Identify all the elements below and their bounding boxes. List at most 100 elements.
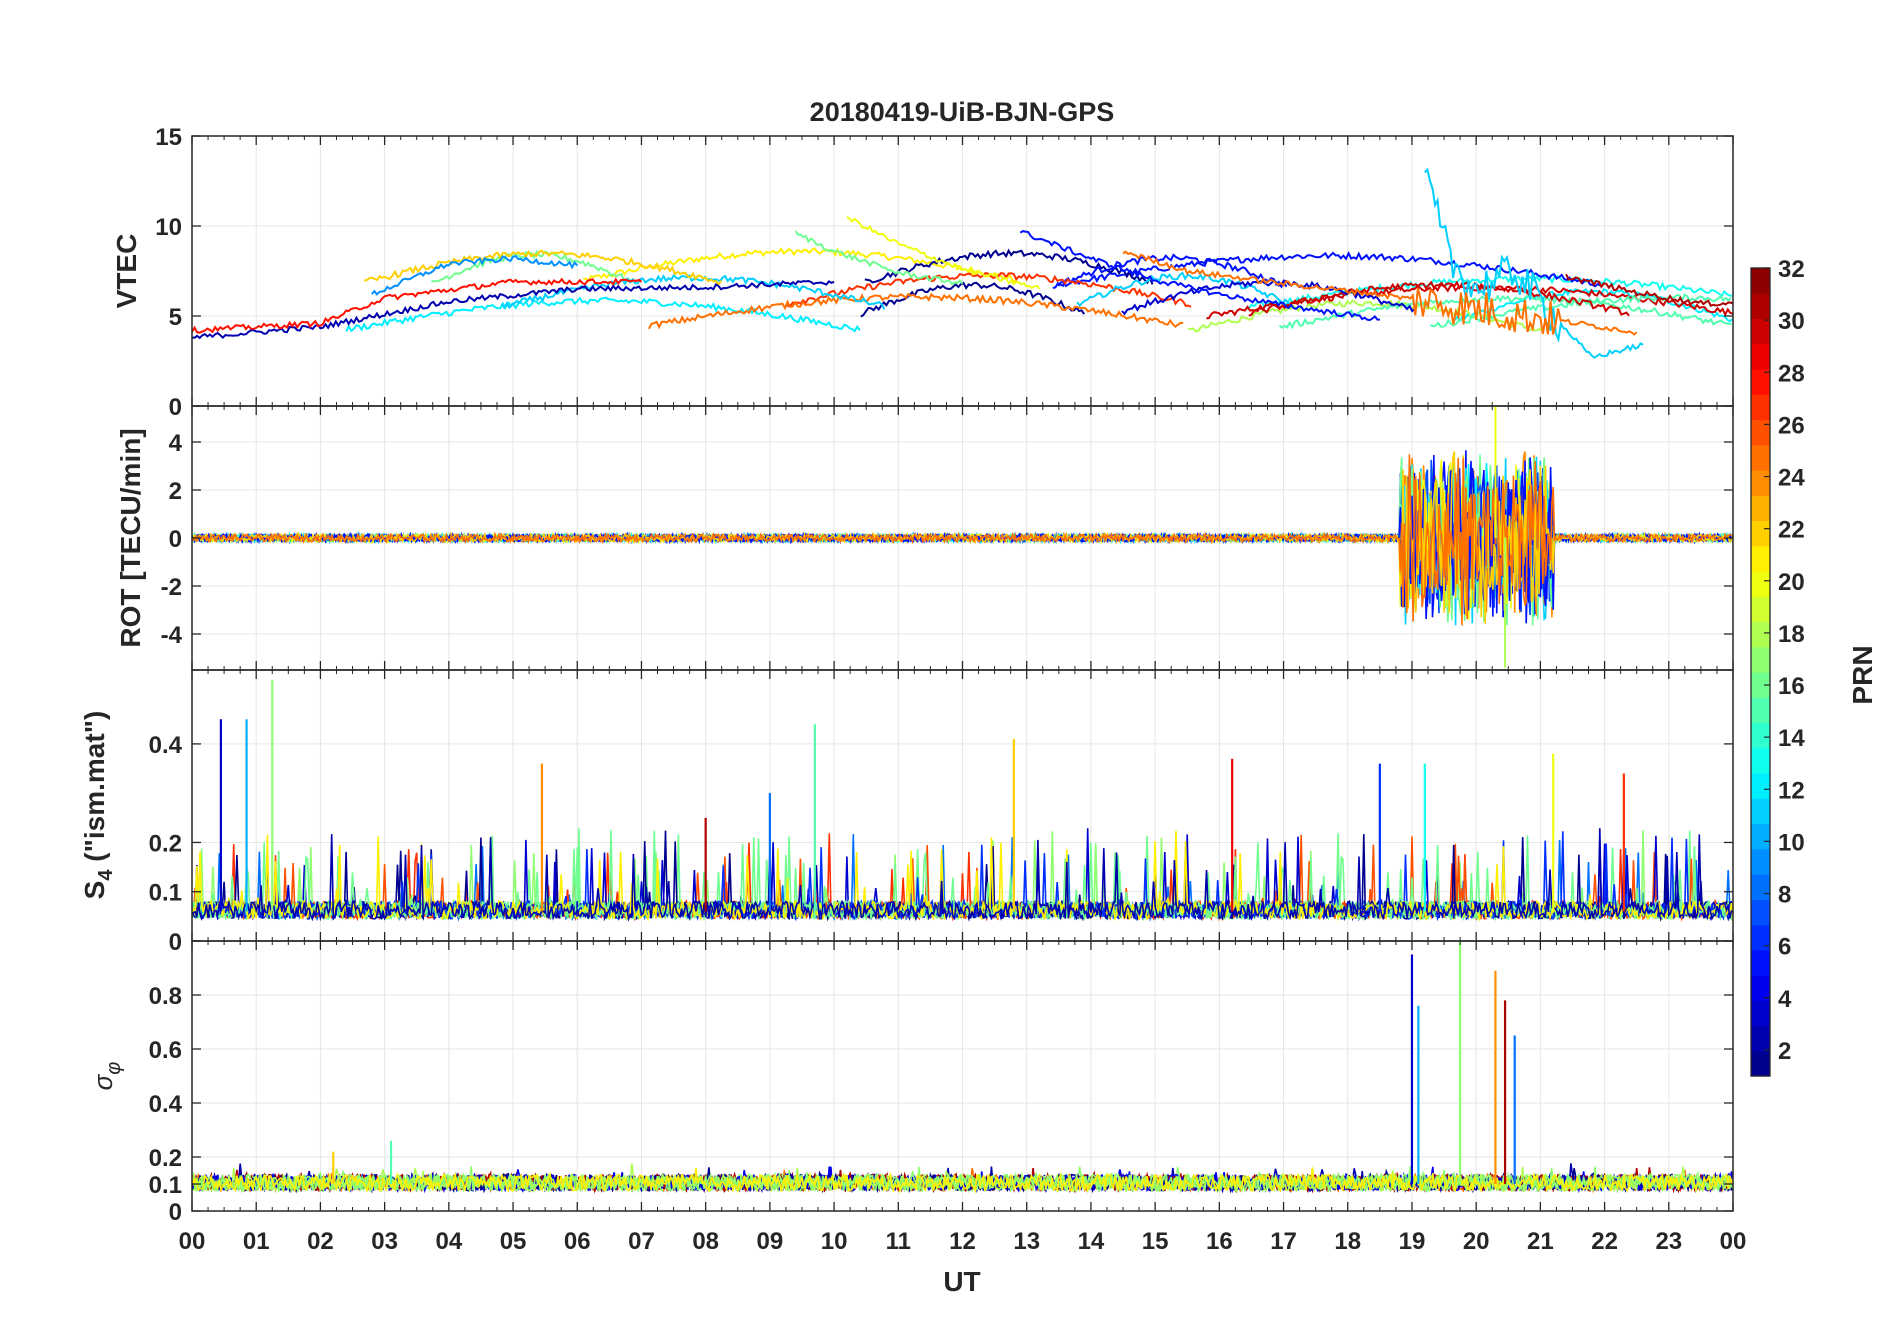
y-tick-label: 0.2: [149, 830, 182, 857]
colorbar-tick-label: 18: [1778, 621, 1805, 648]
x-tick-label: 09: [757, 1228, 784, 1255]
x-axis-ticklabels: 00 01 02 03 04 05 06 07 08 09 10 11 12 13 14 15 16 17 18 19…: [179, 1228, 1747, 1255]
colorbar-swatch: [1751, 268, 1770, 294]
x-tick-label: 04: [435, 1228, 462, 1255]
vtec-trace: [1248, 280, 1630, 317]
ylabel-s4: S4 ("ism.mat"): [79, 711, 117, 900]
x-tick-label: 00: [1720, 1228, 1747, 1255]
colorbar-swatch: [1751, 571, 1770, 597]
s4-trace: [192, 828, 1733, 922]
colorbar-tick-label: 26: [1778, 412, 1805, 439]
colorbar-swatch: [1751, 394, 1770, 421]
vtec-series-prn-28: [192, 277, 643, 334]
vtec-trace: [1052, 253, 1288, 289]
colorbar-swatch: [1751, 823, 1770, 850]
colorbar-swatch: [1751, 848, 1770, 875]
series-layer: [192, 167, 1733, 359]
vtec-series-prn-25: [1122, 250, 1638, 336]
ylabel-vtec: VTEC: [111, 234, 142, 309]
colorbar-tick-label: 8: [1778, 882, 1791, 909]
colorbar-swatch: [1751, 495, 1770, 522]
x-tick-label: 10: [821, 1228, 848, 1255]
sigma-phi-trace: [192, 1167, 1733, 1194]
colorbar-swatch: [1751, 470, 1770, 496]
svg-text:σφ: σφ: [88, 1062, 125, 1091]
colorbar-tick-label: 20: [1778, 569, 1805, 596]
y-tick-label: 0.8: [149, 983, 182, 1010]
vtec-series-prn-20: [846, 216, 1041, 290]
series-layer: [192, 406, 1733, 668]
panel-rot: -4 -2 0 2 4: [161, 405, 1734, 671]
panel-vtec: 0 5 10 15: [155, 124, 1734, 421]
colorbar-swatch: [1751, 293, 1770, 320]
colorbar-tick-label: 4: [1778, 986, 1792, 1013]
colorbar-swatch: [1751, 1000, 1770, 1027]
y-tick-label: 2: [169, 478, 182, 505]
x-tick-label: 03: [371, 1228, 398, 1255]
sigma-phi-trace: [192, 1163, 1733, 1194]
vtec-trace: [364, 249, 723, 286]
x-tick-label: 14: [1078, 1228, 1105, 1255]
y-tick-label: 0.1: [149, 880, 182, 907]
vtec-trace: [860, 281, 1086, 318]
vtec-trace: [345, 296, 861, 333]
colorbar-swatch: [1751, 621, 1770, 648]
colorbar-frame: [1750, 267, 1771, 1077]
series-layer: [192, 941, 1733, 1194]
y-tick-label: 0: [169, 394, 182, 421]
x-tick-label: 05: [500, 1228, 527, 1255]
colorbar-swatch: [1751, 520, 1770, 547]
x-tick-label: 01: [243, 1228, 270, 1255]
x-tick-label: 15: [1142, 1228, 1169, 1255]
vtec-series-prn-2: [192, 279, 835, 340]
colorbar-tick-label: 2: [1778, 1038, 1791, 1065]
vtec-series-prn-16: [794, 230, 964, 286]
colorbar-swatch: [1751, 773, 1770, 799]
vtec-trace: [1076, 271, 1292, 308]
colorbar-swatch: [1751, 1050, 1770, 1077]
x-tick-label: 20: [1463, 1228, 1490, 1255]
vtec-trace: [648, 292, 1184, 330]
x-tick-label: 06: [564, 1228, 591, 1255]
vtec-trace: [583, 247, 1019, 284]
colorbar-swatch: [1751, 343, 1770, 370]
y-tick-label: 5: [169, 304, 182, 331]
colorbar-swatch: [1751, 596, 1770, 623]
x-tick-label: 19: [1399, 1228, 1426, 1255]
x-tick-label: 07: [628, 1228, 655, 1255]
colorbar-swatch: [1751, 975, 1770, 1001]
x-tick-label: 02: [307, 1228, 334, 1255]
colorbar-tick-label: 22: [1778, 517, 1805, 544]
colorbar-swatch: [1751, 369, 1770, 395]
y-tick-label: 0.4: [149, 732, 183, 759]
figure-title: 20180419-UiB-BJN-GPS: [810, 97, 1115, 127]
y-tick-label: 0.6: [149, 1037, 182, 1064]
colorbar-tick-label: 28: [1778, 360, 1805, 387]
y-tick-label: -2: [161, 574, 182, 601]
colorbar-tick-label: 6: [1778, 934, 1791, 961]
x-tick-label: 22: [1591, 1228, 1618, 1255]
colorbar-swatch: [1751, 444, 1770, 471]
colorbar-tick-label: 12: [1778, 777, 1805, 804]
x-tick-label: 23: [1655, 1228, 1682, 1255]
vtec-trace: [785, 271, 1192, 308]
panel-s4: 0 0.1 0.2 0.4: [149, 669, 1734, 956]
x-tick-label: 08: [692, 1228, 719, 1255]
colorbar-swatch: [1751, 318, 1770, 345]
y-tick-label: 0.2: [149, 1145, 182, 1172]
x-tick-label: 18: [1334, 1228, 1361, 1255]
colorbar-swatch: [1751, 1025, 1770, 1052]
colorbar-tick-label: 16: [1778, 673, 1805, 700]
colorbar-swatch: [1751, 672, 1770, 698]
y-tick-label: 0.4: [149, 1091, 183, 1118]
x-tick-label: 13: [1013, 1228, 1040, 1255]
colorbar-swatch: [1751, 419, 1770, 446]
vtec-trace: [1454, 288, 1733, 323]
colorbar-swatch: [1751, 545, 1770, 572]
colorbar-tick-label: 30: [1778, 308, 1805, 335]
x-tick-label: 21: [1527, 1228, 1554, 1255]
colorbar-swatch: [1751, 924, 1770, 951]
x-tick-label: 17: [1270, 1228, 1297, 1255]
